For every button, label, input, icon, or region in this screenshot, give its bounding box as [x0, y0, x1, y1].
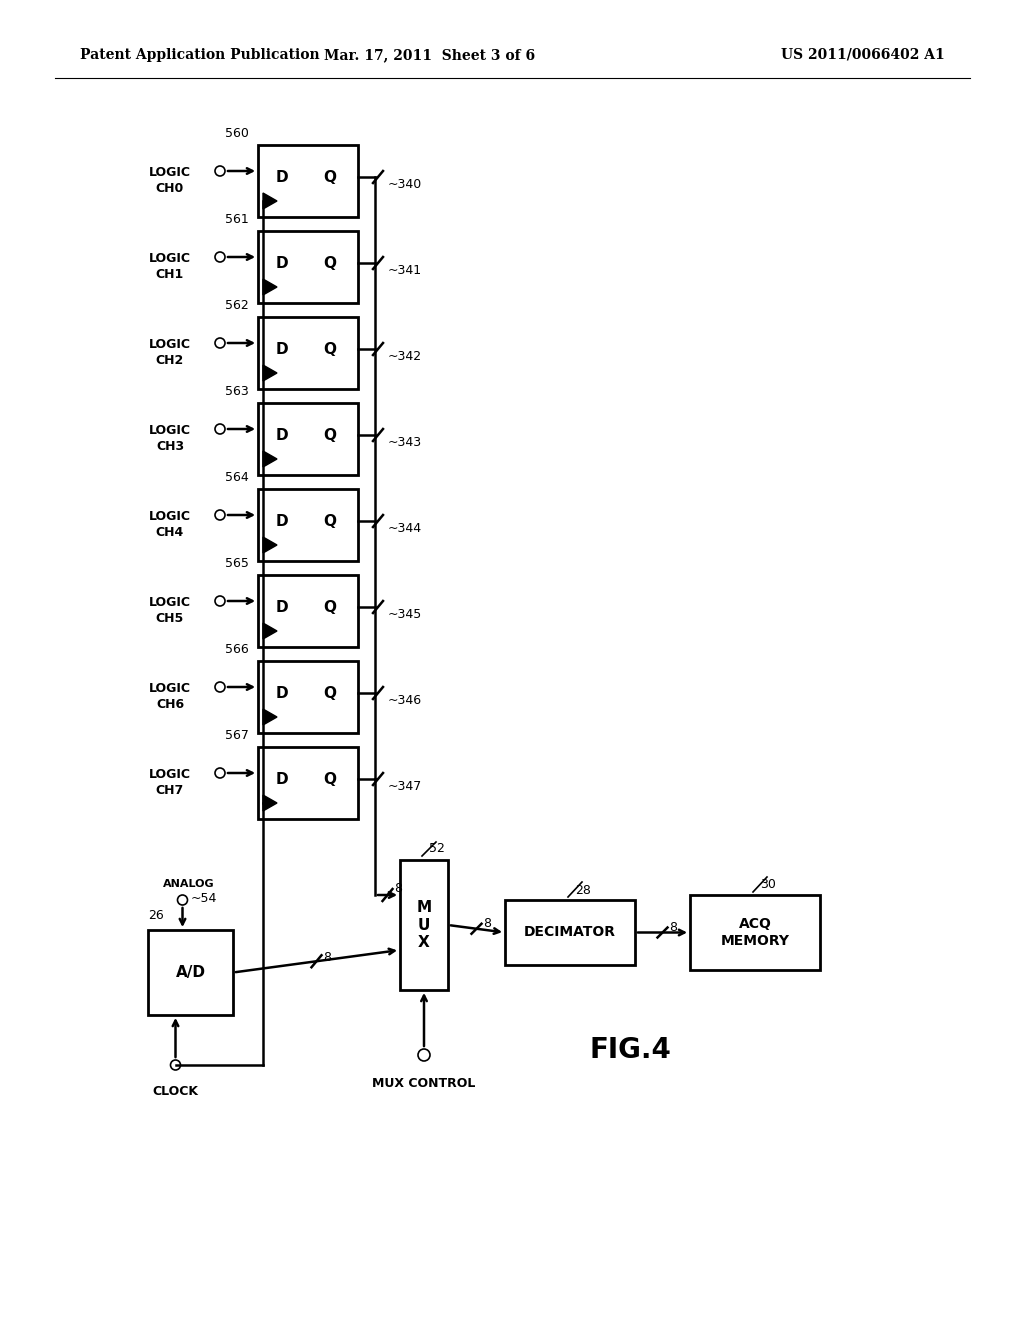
Text: Patent Application Publication: Patent Application Publication — [80, 48, 319, 62]
Text: ~345: ~345 — [388, 609, 422, 622]
Text: 567: 567 — [225, 729, 249, 742]
Text: Q: Q — [324, 771, 337, 787]
Text: LOGIC: LOGIC — [150, 682, 191, 696]
Text: Q: Q — [324, 513, 337, 528]
Text: LOGIC: LOGIC — [150, 166, 191, 180]
Text: 30: 30 — [760, 879, 776, 891]
Text: Q: Q — [324, 342, 337, 356]
Text: ACQ
MEMORY: ACQ MEMORY — [721, 917, 790, 948]
Text: CH1: CH1 — [156, 268, 184, 281]
Bar — [258, 403, 358, 475]
Text: 8: 8 — [670, 921, 678, 935]
Text: CH3: CH3 — [156, 441, 184, 454]
Polygon shape — [263, 193, 278, 209]
Text: 52: 52 — [429, 842, 444, 854]
Text: CLOCK: CLOCK — [153, 1085, 199, 1098]
Text: ANALOG: ANALOG — [163, 879, 214, 888]
Text: MUX CONTROL: MUX CONTROL — [373, 1077, 476, 1090]
Text: FIG.4: FIG.4 — [589, 1036, 671, 1064]
Text: DECIMATOR: DECIMATOR — [524, 925, 616, 940]
Bar — [258, 145, 358, 216]
Text: Q: Q — [324, 599, 337, 615]
Text: LOGIC: LOGIC — [150, 768, 191, 781]
Polygon shape — [263, 795, 278, 810]
Bar — [258, 317, 358, 389]
Text: M
U
X: M U X — [417, 900, 431, 950]
Text: 28: 28 — [575, 883, 591, 896]
Text: 562: 562 — [225, 300, 249, 312]
Text: Q: Q — [324, 685, 337, 701]
Polygon shape — [263, 451, 278, 467]
Text: 563: 563 — [225, 385, 249, 399]
Bar — [690, 895, 820, 970]
Text: LOGIC: LOGIC — [150, 338, 191, 351]
Polygon shape — [263, 537, 278, 553]
Bar — [400, 861, 449, 990]
Text: D: D — [275, 428, 289, 442]
Text: 8: 8 — [483, 917, 492, 931]
Text: US 2011/0066402 A1: US 2011/0066402 A1 — [781, 48, 945, 62]
Text: D: D — [275, 513, 289, 528]
Text: CH4: CH4 — [156, 527, 184, 540]
Text: 564: 564 — [225, 471, 249, 484]
Text: 566: 566 — [225, 643, 249, 656]
Text: 560: 560 — [225, 127, 249, 140]
Text: LOGIC: LOGIC — [150, 425, 191, 437]
Text: Mar. 17, 2011  Sheet 3 of 6: Mar. 17, 2011 Sheet 3 of 6 — [325, 48, 536, 62]
Text: D: D — [275, 256, 289, 271]
Bar — [258, 231, 358, 304]
Text: A/D: A/D — [175, 965, 206, 979]
Text: LOGIC: LOGIC — [150, 252, 191, 265]
Text: 8: 8 — [324, 950, 332, 964]
Text: Q: Q — [324, 256, 337, 271]
Bar — [258, 488, 358, 561]
Text: D: D — [275, 771, 289, 787]
Text: Q: Q — [324, 169, 337, 185]
Text: CH5: CH5 — [156, 612, 184, 626]
Text: 26: 26 — [148, 909, 164, 921]
Text: CH2: CH2 — [156, 355, 184, 367]
Text: 8: 8 — [394, 883, 402, 895]
Bar — [258, 661, 358, 733]
Bar — [148, 931, 233, 1015]
Text: ~340: ~340 — [388, 178, 422, 191]
Text: Q: Q — [324, 428, 337, 442]
Text: LOGIC: LOGIC — [150, 597, 191, 610]
Text: CH6: CH6 — [156, 698, 184, 711]
Polygon shape — [263, 709, 278, 725]
Polygon shape — [263, 623, 278, 639]
Text: ~346: ~346 — [388, 694, 422, 708]
Text: LOGIC: LOGIC — [150, 511, 191, 524]
Bar — [505, 900, 635, 965]
Polygon shape — [263, 279, 278, 294]
Text: ~347: ~347 — [388, 780, 422, 793]
Bar — [258, 576, 358, 647]
Text: 565: 565 — [225, 557, 249, 570]
Text: D: D — [275, 342, 289, 356]
Text: CH7: CH7 — [156, 784, 184, 797]
Text: D: D — [275, 599, 289, 615]
Text: 561: 561 — [225, 213, 249, 226]
Bar — [258, 747, 358, 818]
Text: ~342: ~342 — [388, 351, 422, 363]
Text: D: D — [275, 169, 289, 185]
Text: CH0: CH0 — [156, 182, 184, 195]
Text: ~344: ~344 — [388, 523, 422, 536]
Polygon shape — [263, 366, 278, 381]
Text: ~343: ~343 — [388, 437, 422, 450]
Text: ~54: ~54 — [190, 892, 217, 906]
Text: D: D — [275, 685, 289, 701]
Text: ~341: ~341 — [388, 264, 422, 277]
